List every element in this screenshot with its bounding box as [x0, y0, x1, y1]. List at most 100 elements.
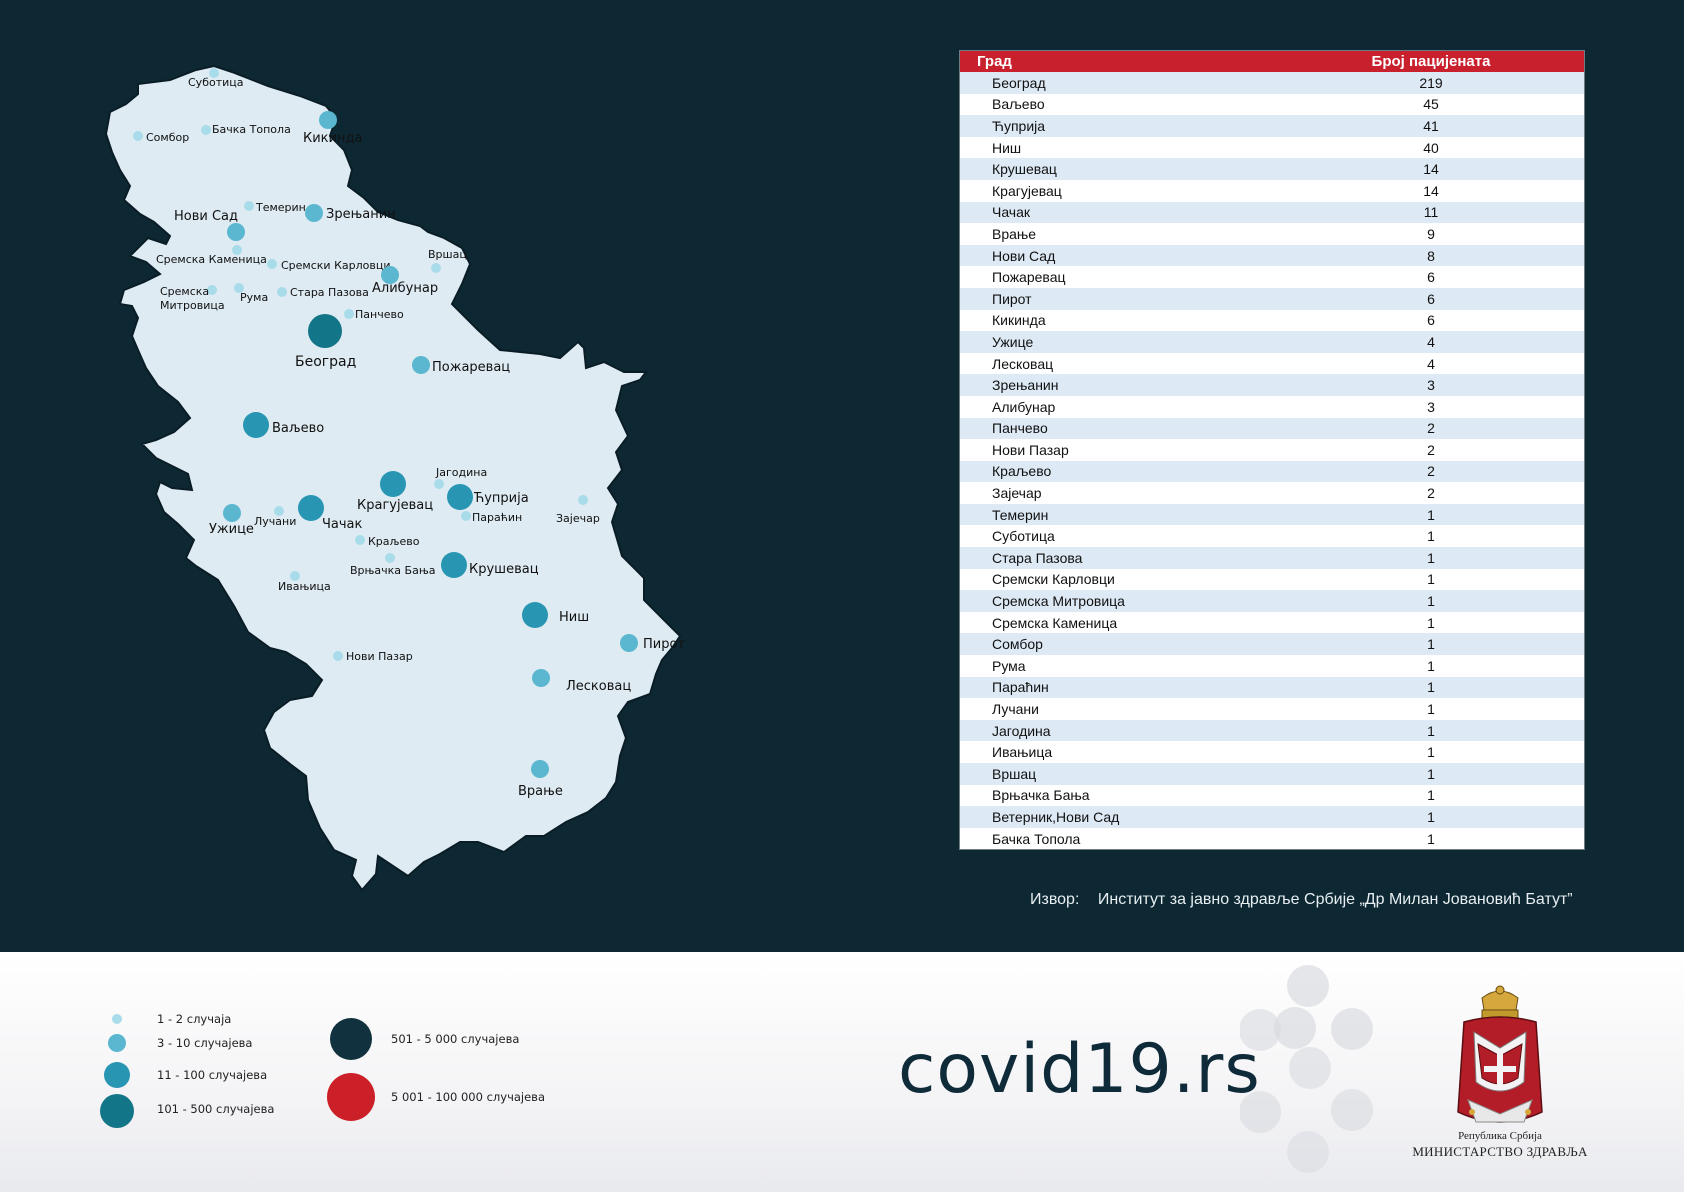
table-cell-count: 1: [1306, 503, 1584, 526]
table-row: Ивањица 1: [960, 741, 1584, 763]
legend-swatch: [327, 1073, 375, 1121]
legend-label: 5 001 - 100 000 случајева: [391, 1090, 546, 1104]
map-label: Краљево: [368, 535, 420, 548]
table-cell-count: 8: [1306, 244, 1584, 267]
ministry-name: МИНИСТАРСТВО ЗДРАВЉА: [1412, 1144, 1588, 1159]
legend-swatch: [108, 1034, 126, 1052]
legend-label: 11 - 100 случајева: [157, 1068, 268, 1082]
table-cell-count: 1: [1306, 525, 1584, 548]
table-cell-city: Београд: [960, 72, 1306, 94]
table-cell-count: 1: [1306, 547, 1584, 569]
map-marker: [620, 634, 638, 652]
map-label: Ваљево: [272, 421, 324, 436]
map-label: Лесковац: [566, 679, 631, 694]
legend: 1 - 2 случаја 3 - 10 случајева 11 - 100 сл…: [0, 952, 700, 1192]
table-row: Врњачка Бања 1: [960, 784, 1584, 807]
table-cell-city: Нови Сад: [960, 244, 1306, 267]
table-cell-city: Сремска Каменица: [960, 611, 1306, 634]
table-cell-city: Сомбор: [960, 633, 1306, 656]
table-cell-city: Краљево: [960, 460, 1306, 483]
source-note: Извор: Институт за јавно здравље Србије …: [1030, 891, 1573, 909]
map-marker: [344, 309, 354, 319]
map-marker: [531, 760, 549, 778]
map-label: Београд: [295, 354, 356, 370]
table-cell-count: 9: [1306, 223, 1584, 245]
map-label: Бачка Топола: [212, 123, 291, 136]
table-cell-count: 1: [1306, 719, 1584, 742]
map-marker: [447, 484, 473, 510]
table-cell-count: 45: [1306, 93, 1584, 116]
table-row: Пожаревац 6: [960, 266, 1584, 288]
map-marker: [201, 125, 211, 135]
table-cell-city: Ниш: [960, 136, 1306, 159]
legend-label: 3 - 10 случајева: [157, 1036, 253, 1050]
map-label: Сремска Каменица: [156, 253, 267, 266]
map-marker: [412, 356, 430, 374]
table-cell-city: Ветерник,Нови Сад: [960, 806, 1306, 828]
map-marker: [209, 68, 219, 78]
table-cell-city: Лесковац: [960, 352, 1306, 375]
table-row: Ћуприја 41: [960, 115, 1584, 137]
map-label: Лучани: [254, 515, 296, 528]
map-marker: [333, 651, 343, 661]
table-cell-city: Врњачка Бања: [960, 784, 1306, 807]
table-cell-city: Ужице: [960, 331, 1306, 353]
source-text: Институт за јавно здравље Србије „Др Мил…: [1097, 891, 1573, 908]
table-row: Нови Сад 8: [960, 244, 1584, 267]
table-row: Јагодина 1: [960, 719, 1584, 742]
table-row: Нови Пазар 2: [960, 439, 1584, 461]
legend-label: 1 - 2 случаја: [157, 1012, 232, 1026]
map-marker: [277, 287, 287, 297]
map-marker: [355, 535, 365, 545]
table-row: Лесковац 4: [960, 352, 1584, 375]
patients-table: Град Број пацијената Београд 219 Ваљево 45 Ћ…: [959, 50, 1585, 851]
column-header-city: Град: [960, 51, 1306, 72]
table-row: Лучани 1: [960, 698, 1584, 720]
table-row: Рума 1: [960, 655, 1584, 677]
table-cell-count: 2: [1306, 482, 1584, 504]
table-row: Краљево 2: [960, 460, 1584, 483]
table-cell-count: 1: [1306, 806, 1584, 828]
table-row: Кикинда 6: [960, 309, 1584, 332]
table-cell-count: 3: [1306, 395, 1584, 418]
map-label: Кикинда: [303, 131, 362, 146]
map-label: Параћин: [472, 511, 522, 524]
map-label: Сремски Карловци: [281, 259, 390, 272]
map-label: Зрењанин: [326, 207, 396, 222]
table-cell-city: Ваљево: [960, 93, 1306, 116]
table-row: Стара Пазова 1: [960, 547, 1584, 569]
map-marker: [244, 201, 254, 211]
table-row: Вршац 1: [960, 763, 1584, 785]
map-label: Темерин: [255, 201, 306, 214]
table-cell-count: 3: [1306, 374, 1584, 396]
table-cell-count: 6: [1306, 287, 1584, 310]
table-cell-count: 4: [1306, 331, 1584, 353]
source-label: Извор:: [1030, 891, 1080, 908]
table-cell-city: Параћин: [960, 676, 1306, 699]
table-cell-city: Кикинда: [960, 309, 1306, 332]
map-label: Сремска: [160, 285, 209, 298]
table-cell-city: Алибунар: [960, 395, 1306, 418]
legend-swatch: [330, 1018, 372, 1060]
table-cell-city: Крушевац: [960, 158, 1306, 180]
table-row: Алибунар 3: [960, 395, 1584, 418]
map-label: Алибунар: [372, 281, 438, 296]
table-cell-city: Пирот: [960, 287, 1306, 310]
legend-swatch: [100, 1094, 134, 1128]
table-cell-city: Врање: [960, 223, 1306, 245]
map-label: Пожаревац: [432, 360, 510, 375]
table-cell-count: 219: [1306, 72, 1584, 94]
table-cell-city: Панчево: [960, 417, 1306, 440]
table-cell-count: 1: [1306, 741, 1584, 763]
table-row: Ветерник,Нови Сад 1: [960, 806, 1584, 828]
table-cell-city: Рума: [960, 655, 1306, 677]
map-label: Сомбор: [146, 131, 189, 144]
table-header-row: Град Број пацијената: [960, 51, 1584, 72]
map-marker: [227, 223, 245, 241]
serbian-coat-of-arms-icon: [1457, 985, 1543, 1123]
map-label: Врање: [518, 784, 563, 799]
table-cell-count: 2: [1306, 417, 1584, 440]
table-row: Београд 219: [960, 72, 1584, 94]
map-marker: [290, 571, 300, 581]
map-label: Рума: [240, 291, 268, 304]
